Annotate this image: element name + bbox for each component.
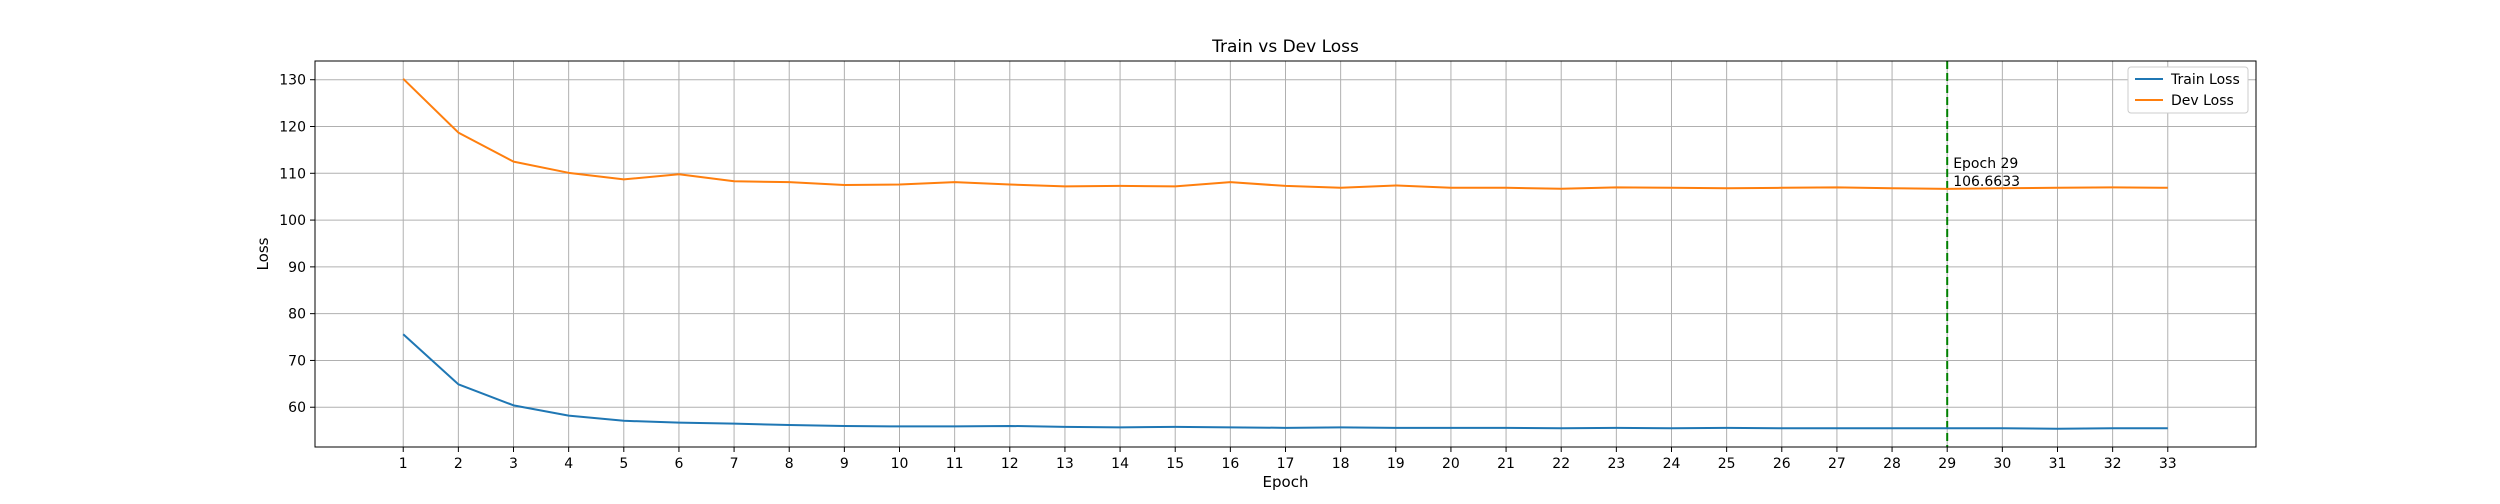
y-tick-label: 100 — [279, 213, 306, 229]
legend-label-train: Train Loss — [2170, 72, 2240, 88]
x-tick-label: 22 — [1552, 456, 1570, 472]
x-tick-label: 14 — [1111, 456, 1129, 472]
y-tick-label: 120 — [279, 120, 306, 136]
y-tick-label: 110 — [279, 166, 306, 182]
x-tick-label: 25 — [1718, 456, 1736, 472]
x-tick-label: 2 — [454, 456, 463, 472]
grid — [315, 61, 2256, 447]
annotation-epoch: Epoch 29 — [1953, 156, 2018, 172]
x-tick-label: 21 — [1497, 456, 1515, 472]
y-tick-label: 130 — [279, 73, 306, 89]
y-axis-label: Loss — [254, 237, 272, 270]
x-tick-label: 5 — [619, 456, 628, 472]
x-tick-label: 12 — [1001, 456, 1019, 472]
x-tick-label: 26 — [1773, 456, 1791, 472]
train-loss-line — [402, 333, 2168, 430]
x-tick-label: 8 — [785, 456, 794, 472]
x-tick-label: 7 — [730, 456, 739, 472]
chart-title: Train vs Dev Loss — [1211, 37, 1359, 57]
x-tick-label: 31 — [2049, 456, 2067, 472]
x-tick-label: 18 — [1332, 456, 1350, 472]
series-lines — [402, 78, 2168, 430]
x-tick-label: 11 — [946, 456, 964, 472]
x-tick-label: 24 — [1663, 456, 1681, 472]
y-tick-label: 80 — [288, 307, 306, 323]
x-tick-label: 19 — [1387, 456, 1405, 472]
x-tick-label: 4 — [564, 456, 573, 472]
x-tick-label: 1 — [399, 456, 408, 472]
x-tick-label: 13 — [1056, 456, 1074, 472]
x-tick-label: 17 — [1277, 456, 1295, 472]
x-tick-label: 3 — [509, 456, 518, 472]
x-tick-label: 28 — [1883, 456, 1901, 472]
x-tick-label: 15 — [1166, 456, 1184, 472]
y-tick-label: 60 — [288, 400, 306, 416]
x-tick-label: 23 — [1607, 456, 1625, 472]
y-tick-label: 90 — [288, 260, 306, 276]
x-tick-label: 33 — [2159, 456, 2177, 472]
x-tick-label: 6 — [674, 456, 683, 472]
x-tick-label: 27 — [1828, 456, 1846, 472]
dev-loss-line — [402, 78, 2168, 190]
x-tick-label: 10 — [891, 456, 909, 472]
x-tick-label: 30 — [1993, 456, 2011, 472]
legend: Train Loss Dev Loss — [2127, 66, 2249, 114]
x-tick-label: 16 — [1221, 456, 1239, 472]
x-tick-label: 20 — [1442, 456, 1460, 472]
legend-label-dev: Dev Loss — [2171, 93, 2234, 109]
x-tick-label: 32 — [2104, 456, 2122, 472]
x-axis-label: Epoch — [1263, 473, 1309, 491]
y-tick-label: 70 — [288, 353, 306, 369]
axis-ticks: 1 2 3 4 5 6 7 8 9 10 11 12 13 14 15 16 17 18 19 20 21 22 23 24 2… — [279, 73, 2176, 472]
annotation-value: 106.6633 — [1953, 174, 2020, 190]
x-tick-label: 9 — [840, 456, 849, 472]
x-tick-label: 29 — [1938, 456, 1956, 472]
